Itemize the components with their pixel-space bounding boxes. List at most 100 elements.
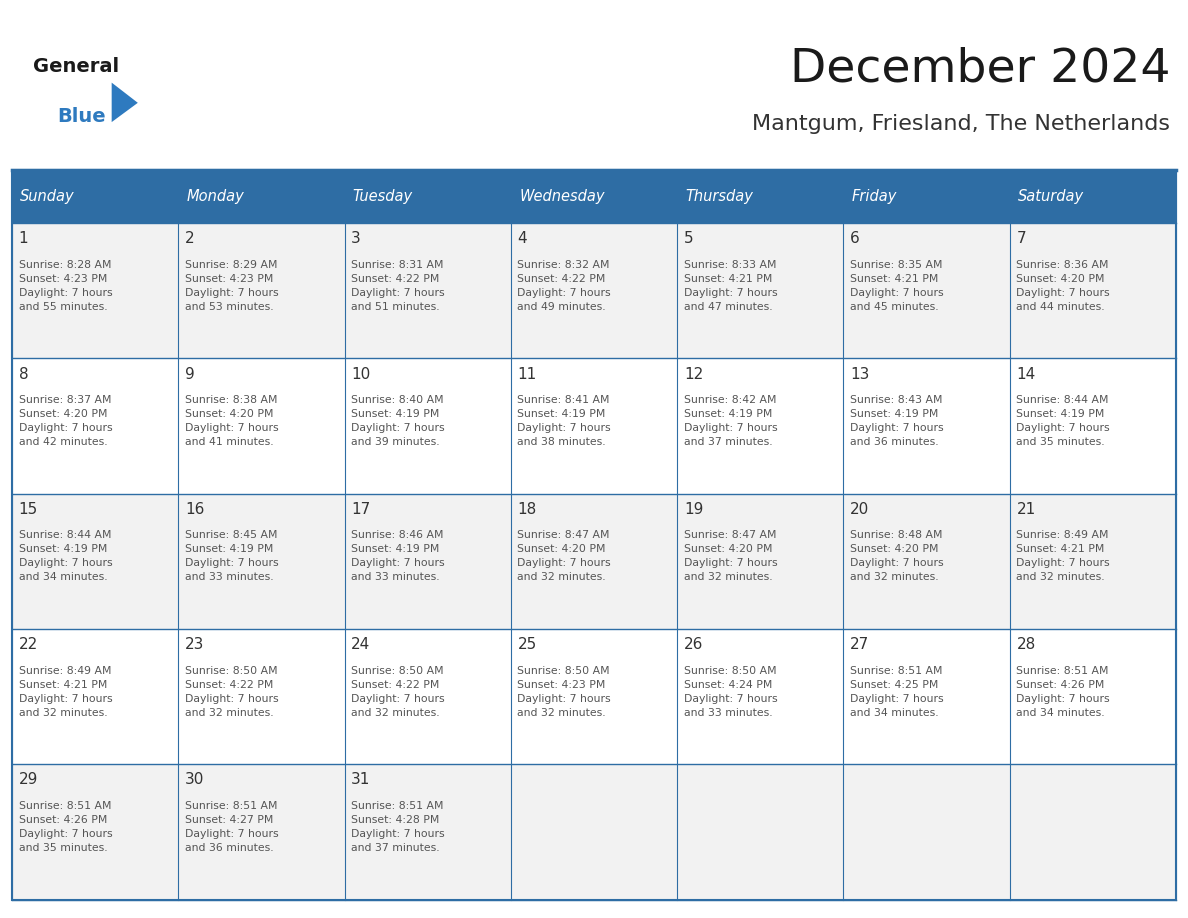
Text: 2: 2 <box>185 231 195 246</box>
FancyBboxPatch shape <box>677 629 843 765</box>
Text: Sunrise: 8:42 AM
Sunset: 4:19 PM
Daylight: 7 hours
and 37 minutes.: Sunrise: 8:42 AM Sunset: 4:19 PM Dayligh… <box>684 395 777 447</box>
Text: 26: 26 <box>684 637 703 652</box>
Text: 8: 8 <box>19 366 29 382</box>
FancyBboxPatch shape <box>511 223 677 358</box>
FancyBboxPatch shape <box>12 629 178 765</box>
Text: Friday: Friday <box>852 189 897 204</box>
Text: 11: 11 <box>518 366 537 382</box>
Text: Sunrise: 8:49 AM
Sunset: 4:21 PM
Daylight: 7 hours
and 32 minutes.: Sunrise: 8:49 AM Sunset: 4:21 PM Dayligh… <box>19 666 112 718</box>
Text: 13: 13 <box>851 366 870 382</box>
Text: 6: 6 <box>851 231 860 246</box>
FancyBboxPatch shape <box>345 223 511 358</box>
Text: Sunrise: 8:51 AM
Sunset: 4:26 PM
Daylight: 7 hours
and 34 minutes.: Sunrise: 8:51 AM Sunset: 4:26 PM Dayligh… <box>1017 666 1110 718</box>
Text: Sunrise: 8:51 AM
Sunset: 4:28 PM
Daylight: 7 hours
and 37 minutes.: Sunrise: 8:51 AM Sunset: 4:28 PM Dayligh… <box>352 800 444 853</box>
Text: Sunrise: 8:46 AM
Sunset: 4:19 PM
Daylight: 7 hours
and 33 minutes.: Sunrise: 8:46 AM Sunset: 4:19 PM Dayligh… <box>352 531 444 582</box>
Text: 28: 28 <box>1017 637 1036 652</box>
Text: Sunday: Sunday <box>20 189 75 204</box>
Text: 24: 24 <box>352 637 371 652</box>
Text: Monday: Monday <box>187 189 245 204</box>
Text: Sunrise: 8:50 AM
Sunset: 4:24 PM
Daylight: 7 hours
and 33 minutes.: Sunrise: 8:50 AM Sunset: 4:24 PM Dayligh… <box>684 666 777 718</box>
Text: 18: 18 <box>518 502 537 517</box>
Text: General: General <box>33 57 119 75</box>
Text: Sunrise: 8:33 AM
Sunset: 4:21 PM
Daylight: 7 hours
and 47 minutes.: Sunrise: 8:33 AM Sunset: 4:21 PM Dayligh… <box>684 260 777 311</box>
Text: 21: 21 <box>1017 502 1036 517</box>
FancyBboxPatch shape <box>1010 494 1176 629</box>
Text: 22: 22 <box>19 637 38 652</box>
FancyBboxPatch shape <box>843 223 1010 358</box>
Text: 14: 14 <box>1017 366 1036 382</box>
Text: Sunrise: 8:29 AM
Sunset: 4:23 PM
Daylight: 7 hours
and 53 minutes.: Sunrise: 8:29 AM Sunset: 4:23 PM Dayligh… <box>185 260 278 311</box>
Text: Tuesday: Tuesday <box>353 189 413 204</box>
FancyBboxPatch shape <box>12 494 178 629</box>
Text: Sunrise: 8:36 AM
Sunset: 4:20 PM
Daylight: 7 hours
and 44 minutes.: Sunrise: 8:36 AM Sunset: 4:20 PM Dayligh… <box>1017 260 1110 311</box>
Text: 19: 19 <box>684 502 703 517</box>
FancyBboxPatch shape <box>345 629 511 765</box>
Text: Sunrise: 8:38 AM
Sunset: 4:20 PM
Daylight: 7 hours
and 41 minutes.: Sunrise: 8:38 AM Sunset: 4:20 PM Dayligh… <box>185 395 278 447</box>
Text: Sunrise: 8:49 AM
Sunset: 4:21 PM
Daylight: 7 hours
and 32 minutes.: Sunrise: 8:49 AM Sunset: 4:21 PM Dayligh… <box>1017 531 1110 582</box>
FancyBboxPatch shape <box>677 358 843 494</box>
FancyBboxPatch shape <box>345 765 511 900</box>
FancyBboxPatch shape <box>178 223 345 358</box>
FancyBboxPatch shape <box>511 765 677 900</box>
FancyBboxPatch shape <box>511 629 677 765</box>
Text: 23: 23 <box>185 637 204 652</box>
Text: Sunrise: 8:45 AM
Sunset: 4:19 PM
Daylight: 7 hours
and 33 minutes.: Sunrise: 8:45 AM Sunset: 4:19 PM Dayligh… <box>185 531 278 582</box>
Text: Saturday: Saturday <box>1018 189 1085 204</box>
Text: 29: 29 <box>19 772 38 788</box>
Text: Sunrise: 8:40 AM
Sunset: 4:19 PM
Daylight: 7 hours
and 39 minutes.: Sunrise: 8:40 AM Sunset: 4:19 PM Dayligh… <box>352 395 444 447</box>
Text: December 2024: December 2024 <box>790 46 1170 92</box>
FancyBboxPatch shape <box>843 170 1010 223</box>
Text: Wednesday: Wednesday <box>519 189 605 204</box>
FancyBboxPatch shape <box>178 494 345 629</box>
Text: Sunrise: 8:32 AM
Sunset: 4:22 PM
Daylight: 7 hours
and 49 minutes.: Sunrise: 8:32 AM Sunset: 4:22 PM Dayligh… <box>518 260 611 311</box>
FancyBboxPatch shape <box>843 358 1010 494</box>
FancyBboxPatch shape <box>511 494 677 629</box>
Polygon shape <box>112 83 138 122</box>
Text: Sunrise: 8:44 AM
Sunset: 4:19 PM
Daylight: 7 hours
and 35 minutes.: Sunrise: 8:44 AM Sunset: 4:19 PM Dayligh… <box>1017 395 1110 447</box>
FancyBboxPatch shape <box>345 358 511 494</box>
FancyBboxPatch shape <box>178 170 345 223</box>
Text: Sunrise: 8:50 AM
Sunset: 4:23 PM
Daylight: 7 hours
and 32 minutes.: Sunrise: 8:50 AM Sunset: 4:23 PM Dayligh… <box>518 666 611 718</box>
Text: Sunrise: 8:51 AM
Sunset: 4:26 PM
Daylight: 7 hours
and 35 minutes.: Sunrise: 8:51 AM Sunset: 4:26 PM Dayligh… <box>19 800 112 853</box>
Text: Sunrise: 8:50 AM
Sunset: 4:22 PM
Daylight: 7 hours
and 32 minutes.: Sunrise: 8:50 AM Sunset: 4:22 PM Dayligh… <box>185 666 278 718</box>
FancyBboxPatch shape <box>12 170 178 223</box>
Text: Sunrise: 8:50 AM
Sunset: 4:22 PM
Daylight: 7 hours
and 32 minutes.: Sunrise: 8:50 AM Sunset: 4:22 PM Dayligh… <box>352 666 444 718</box>
FancyBboxPatch shape <box>677 494 843 629</box>
Text: Sunrise: 8:31 AM
Sunset: 4:22 PM
Daylight: 7 hours
and 51 minutes.: Sunrise: 8:31 AM Sunset: 4:22 PM Dayligh… <box>352 260 444 311</box>
FancyBboxPatch shape <box>12 223 178 358</box>
Text: Thursday: Thursday <box>685 189 753 204</box>
FancyBboxPatch shape <box>1010 358 1176 494</box>
FancyBboxPatch shape <box>1010 765 1176 900</box>
FancyBboxPatch shape <box>677 170 843 223</box>
FancyBboxPatch shape <box>677 765 843 900</box>
Text: Sunrise: 8:47 AM
Sunset: 4:20 PM
Daylight: 7 hours
and 32 minutes.: Sunrise: 8:47 AM Sunset: 4:20 PM Dayligh… <box>684 531 777 582</box>
Text: Sunrise: 8:51 AM
Sunset: 4:27 PM
Daylight: 7 hours
and 36 minutes.: Sunrise: 8:51 AM Sunset: 4:27 PM Dayligh… <box>185 800 278 853</box>
Text: Mantgum, Friesland, The Netherlands: Mantgum, Friesland, The Netherlands <box>752 114 1170 134</box>
FancyBboxPatch shape <box>1010 223 1176 358</box>
FancyBboxPatch shape <box>511 170 677 223</box>
Text: Sunrise: 8:47 AM
Sunset: 4:20 PM
Daylight: 7 hours
and 32 minutes.: Sunrise: 8:47 AM Sunset: 4:20 PM Dayligh… <box>518 531 611 582</box>
Text: 3: 3 <box>352 231 361 246</box>
FancyBboxPatch shape <box>1010 170 1176 223</box>
Text: 1: 1 <box>19 231 29 246</box>
FancyBboxPatch shape <box>511 358 677 494</box>
FancyBboxPatch shape <box>345 170 511 223</box>
Text: Sunrise: 8:37 AM
Sunset: 4:20 PM
Daylight: 7 hours
and 42 minutes.: Sunrise: 8:37 AM Sunset: 4:20 PM Dayligh… <box>19 395 112 447</box>
Text: 30: 30 <box>185 772 204 788</box>
Text: 12: 12 <box>684 366 703 382</box>
Text: 9: 9 <box>185 366 195 382</box>
FancyBboxPatch shape <box>1010 629 1176 765</box>
Text: 27: 27 <box>851 637 870 652</box>
Text: Sunrise: 8:28 AM
Sunset: 4:23 PM
Daylight: 7 hours
and 55 minutes.: Sunrise: 8:28 AM Sunset: 4:23 PM Dayligh… <box>19 260 112 311</box>
Text: 16: 16 <box>185 502 204 517</box>
Text: 25: 25 <box>518 637 537 652</box>
FancyBboxPatch shape <box>677 223 843 358</box>
Text: 31: 31 <box>352 772 371 788</box>
Text: 10: 10 <box>352 366 371 382</box>
Text: Blue: Blue <box>57 107 106 126</box>
Text: 15: 15 <box>19 502 38 517</box>
Text: Sunrise: 8:43 AM
Sunset: 4:19 PM
Daylight: 7 hours
and 36 minutes.: Sunrise: 8:43 AM Sunset: 4:19 PM Dayligh… <box>851 395 943 447</box>
Text: 17: 17 <box>352 502 371 517</box>
FancyBboxPatch shape <box>12 358 178 494</box>
Text: Sunrise: 8:41 AM
Sunset: 4:19 PM
Daylight: 7 hours
and 38 minutes.: Sunrise: 8:41 AM Sunset: 4:19 PM Dayligh… <box>518 395 611 447</box>
